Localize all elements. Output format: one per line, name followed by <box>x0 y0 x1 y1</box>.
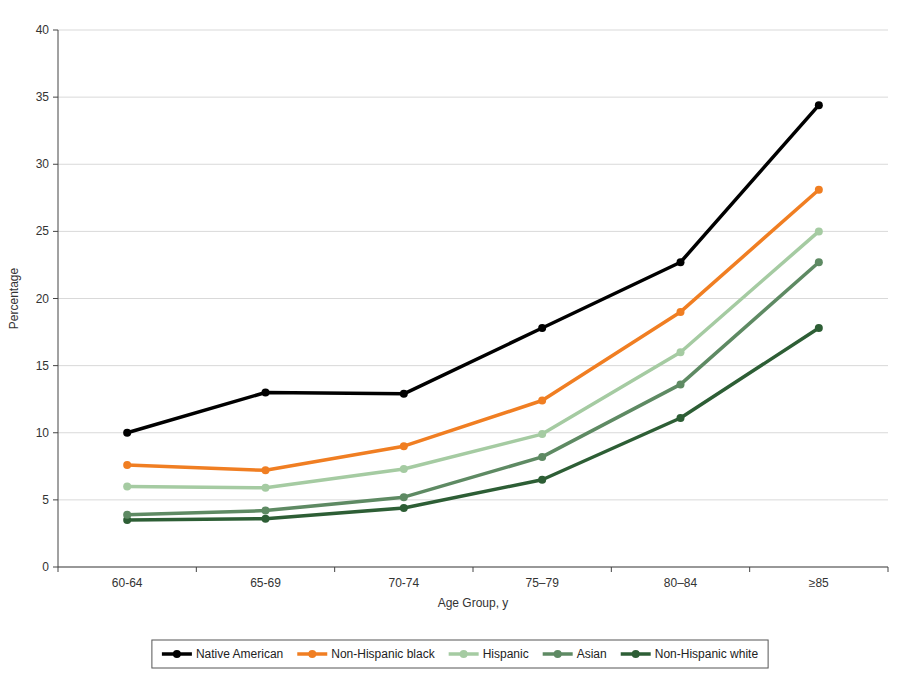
grid-line <box>58 298 888 299</box>
legend-marker <box>632 650 640 658</box>
x-tick-label: 60-64 <box>112 576 143 590</box>
series-point <box>262 515 270 523</box>
x-tick-label: 65-69 <box>250 576 281 590</box>
y-tick-label: 0 <box>42 560 49 574</box>
legend-marker <box>554 650 562 658</box>
y-tick <box>53 231 58 232</box>
legend-marker <box>308 650 316 658</box>
x-tick-label: 70-74 <box>388 576 419 590</box>
legend-label: Non-Hispanic white <box>655 647 759 661</box>
plot-area <box>123 101 823 524</box>
legend-marker <box>460 650 468 658</box>
series-point <box>815 101 823 109</box>
legend-label: Hispanic <box>483 647 529 661</box>
series-point <box>677 348 685 356</box>
x-tick <box>749 567 750 572</box>
series-point <box>123 482 131 490</box>
y-axis-label: Percentage <box>7 267 21 329</box>
y-tick <box>53 164 58 165</box>
grid-line <box>58 432 888 433</box>
y-axis <box>58 30 59 567</box>
legend-box <box>152 640 768 668</box>
series-line <box>127 190 819 471</box>
series-point <box>262 388 270 396</box>
legend-marker <box>173 650 181 658</box>
series-point <box>538 324 546 332</box>
legend: Native American Non-Hispanic black Hispani… <box>152 640 768 668</box>
series-point <box>123 429 131 437</box>
series-line <box>127 105 819 433</box>
grid-line <box>58 499 888 500</box>
series-point <box>400 493 408 501</box>
series-point <box>815 227 823 235</box>
chart: 0 5 10 15 20 25 30 35 40 60-64 65-69 70-74 75–79 80–8… <box>0 0 920 700</box>
series-point <box>262 466 270 474</box>
series-point <box>815 324 823 332</box>
x-axis-label: Age Group, y <box>438 596 509 610</box>
grid-line <box>58 97 888 98</box>
y-tick-label: 40 <box>36 23 50 37</box>
y-tick-label: 35 <box>36 90 50 104</box>
x-tick <box>473 567 474 572</box>
series-point <box>677 308 685 316</box>
x-tick <box>196 567 197 572</box>
series-point <box>400 504 408 512</box>
x-tick-label: 75–79 <box>525 576 559 590</box>
y-tick-label: 15 <box>36 359 50 373</box>
y-tick <box>53 365 58 366</box>
y-tick <box>53 298 58 299</box>
x-tick-label: ≥85 <box>809 576 829 590</box>
series-point <box>123 461 131 469</box>
legend-label: Non-Hispanic black <box>331 647 435 661</box>
grid-line <box>58 231 888 232</box>
series-point <box>815 258 823 266</box>
series-point <box>677 258 685 266</box>
x-tick <box>58 567 59 572</box>
series-point <box>538 430 546 438</box>
x-tick-label: 80–84 <box>664 576 698 590</box>
series-point <box>123 511 131 519</box>
grid-line <box>58 30 888 31</box>
series-point <box>400 442 408 450</box>
series-point <box>538 397 546 405</box>
series-point <box>400 465 408 473</box>
y-tick <box>53 432 58 433</box>
y-tick-label: 30 <box>36 157 50 171</box>
series-point <box>677 414 685 422</box>
y-tick <box>53 97 58 98</box>
y-tick <box>53 567 58 568</box>
y-tick-label: 5 <box>42 493 49 507</box>
y-tick-label: 10 <box>36 426 50 440</box>
y-tick <box>53 30 58 31</box>
legend-label: Asian <box>577 647 607 661</box>
series-point <box>815 186 823 194</box>
grid-line <box>58 164 888 165</box>
series-point <box>677 380 685 388</box>
series-line <box>127 262 819 514</box>
series-point <box>538 453 546 461</box>
series-point <box>538 476 546 484</box>
y-tick <box>53 499 58 500</box>
y-tick-label: 20 <box>36 292 50 306</box>
y-tick-label: 25 <box>36 224 50 238</box>
series-point <box>262 484 270 492</box>
series-point <box>262 507 270 515</box>
x-tick <box>611 567 612 572</box>
series-point <box>400 390 408 398</box>
legend-label: Native American <box>196 647 283 661</box>
x-tick <box>334 567 335 572</box>
x-tick <box>888 567 889 572</box>
